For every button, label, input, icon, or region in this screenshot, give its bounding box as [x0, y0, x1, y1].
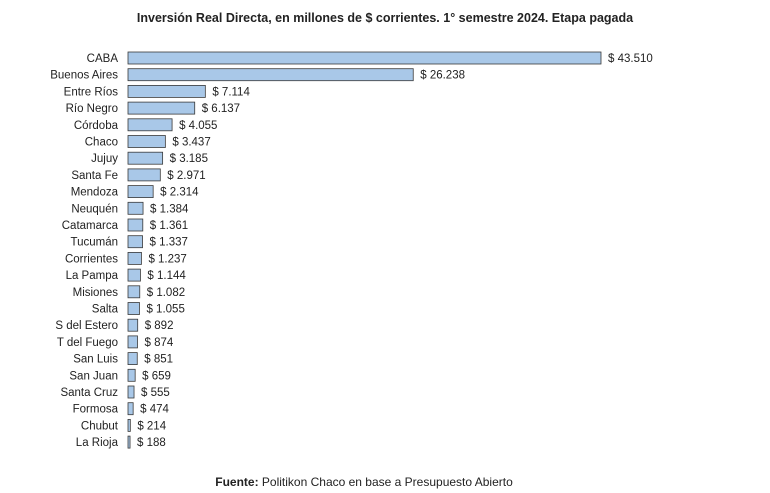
category-label: Catamarca	[62, 220, 119, 232]
bar	[127, 335, 138, 349]
bar	[127, 151, 164, 165]
bar	[127, 185, 154, 199]
source-label: Fuente:	[215, 475, 259, 489]
bar	[127, 118, 173, 132]
bar	[127, 101, 196, 115]
value-label: $ 2.314	[160, 187, 199, 199]
category-label: La Rioja	[76, 437, 119, 449]
value-label: $ 892	[145, 320, 174, 332]
category-label: La Pampa	[66, 270, 119, 282]
value-label: $ 4.055	[179, 120, 217, 132]
category-label: Chubut	[81, 420, 119, 432]
value-label: $ 1.144	[147, 270, 186, 282]
bar	[127, 385, 135, 399]
value-label: $ 2.971	[167, 170, 205, 182]
bar-chart: CABA $ 43.510 Buenos Aires $ 26.238 Entre Rí…	[50, 51, 653, 449]
bar	[127, 85, 206, 98]
value-label: $ 1.237	[148, 253, 186, 265]
value-label: $ 6.137	[202, 103, 240, 115]
bar	[127, 318, 139, 332]
value-label: $ 7.114	[212, 86, 250, 98]
value-label: $ 1.361	[150, 220, 188, 232]
value-label: $ 555	[141, 387, 170, 399]
value-label: $ 188	[137, 437, 166, 449]
category-label: Corrientes	[65, 253, 118, 265]
value-label: $ 474	[140, 404, 169, 416]
bar	[127, 51, 602, 65]
category-label: Jujuy	[91, 153, 118, 165]
bar	[127, 201, 144, 215]
value-label: $ 26.238	[420, 70, 465, 82]
category-label: Río Negro	[66, 103, 118, 115]
value-label: $ 3.437	[172, 137, 210, 149]
value-label: $ 1.055	[146, 304, 184, 316]
category-label: Misiones	[73, 287, 119, 299]
bar	[127, 135, 166, 148]
bar	[127, 285, 141, 299]
bar	[127, 251, 142, 265]
category-label: Córdoba	[74, 120, 119, 132]
bar	[127, 268, 141, 282]
category-label: T del Fuego	[57, 337, 118, 349]
category-label: Tucumán	[70, 237, 118, 249]
source-note: Fuente: Politikon Chaco en base a Presup…	[0, 475, 728, 489]
category-label: Entre Ríos	[64, 86, 119, 98]
bar	[127, 302, 140, 315]
category-label: Neuquén	[71, 203, 118, 215]
value-label: $ 3.185	[170, 153, 208, 165]
category-label: S del Estero	[55, 320, 118, 332]
category-label: Salta	[92, 304, 119, 316]
bar	[127, 418, 131, 432]
bar	[127, 352, 138, 366]
category-label: CABA	[87, 53, 119, 65]
category-label: Formosa	[73, 404, 119, 416]
value-label: $ 1.337	[150, 237, 188, 249]
chart-title: Inversión Real Directa, en millones de $…	[136, 11, 634, 25]
category-label: Santa Cruz	[60, 387, 118, 399]
value-label: $ 214	[137, 420, 166, 432]
bar	[127, 368, 136, 382]
bar	[127, 218, 144, 232]
value-label: $ 659	[142, 370, 171, 382]
bar	[127, 402, 134, 416]
category-label: Santa Fe	[71, 170, 118, 182]
value-label: $ 1.384	[150, 203, 189, 215]
value-label: $ 851	[144, 354, 173, 366]
value-label: $ 874	[145, 337, 174, 349]
category-label: Buenos Aires	[50, 70, 118, 82]
bar	[127, 235, 143, 249]
bar	[127, 68, 414, 82]
category-label: San Juan	[69, 370, 118, 382]
category-label: San Luis	[73, 354, 118, 366]
category-label: Mendoza	[71, 187, 119, 199]
category-label: Chaco	[85, 137, 118, 149]
value-label: $ 1.082	[147, 287, 185, 299]
bar	[127, 435, 131, 449]
value-label: $ 43.510	[608, 53, 653, 65]
bar	[127, 168, 161, 182]
source-text: Politikon Chaco en base a Presupuesto Ab…	[258, 475, 513, 489]
